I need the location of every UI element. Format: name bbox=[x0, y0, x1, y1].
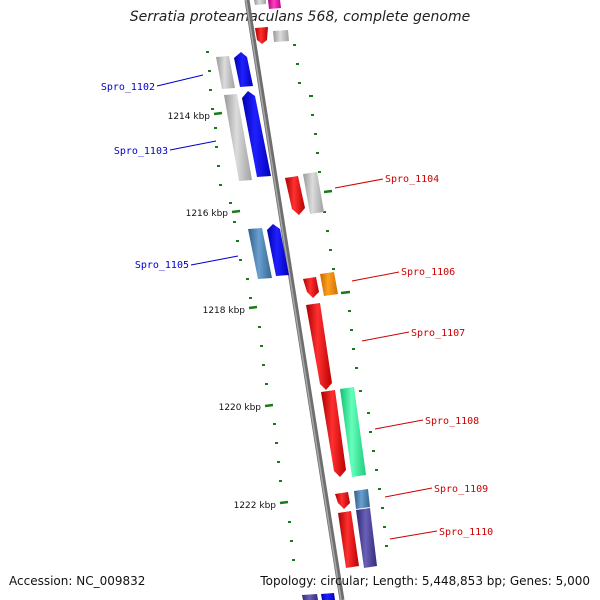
gene-feature-spro-1108 bbox=[340, 387, 366, 477]
kbp-label-1216: 1216 kbp bbox=[186, 209, 229, 219]
gene-feature-spro-1106-red bbox=[303, 277, 319, 298]
gene-feature-spro-1103 bbox=[242, 91, 271, 177]
gene-label-spro-1110[interactable]: Spro_1110 bbox=[439, 527, 493, 538]
gene-feature-spro-1110 bbox=[356, 508, 377, 568]
kbp-label-1222: 1222 kbp bbox=[234, 501, 277, 511]
gene-feature-spro-1106 bbox=[320, 272, 338, 296]
gene-feature-gray-2 bbox=[224, 94, 252, 181]
kbp-label-1214: 1214 kbp bbox=[168, 112, 211, 122]
kbp-label-1218: 1218 kbp bbox=[203, 306, 246, 316]
accession-text: Accession: NC_009832 bbox=[9, 574, 146, 588]
left-tick-track bbox=[206, 51, 295, 561]
gene-feature-top-gray bbox=[273, 30, 289, 42]
gene-feature-spro-1107 bbox=[306, 303, 332, 390]
gene-feature-spro-1105 bbox=[267, 224, 289, 276]
gene-feature-spro-1105-steel bbox=[248, 228, 272, 279]
gene-label-spro-1104[interactable]: Spro_1104 bbox=[385, 174, 439, 185]
gene-feature-spro-1108-red bbox=[321, 390, 346, 477]
genome-summary-text: Topology: circular; Length: 5,448,853 bp… bbox=[260, 574, 590, 588]
gene-label-spro-1105[interactable]: Spro_1105 bbox=[135, 260, 189, 271]
diagram-title: Serratia proteamaculans 568, complete ge… bbox=[129, 9, 471, 25]
gene-feature-bottom-blue bbox=[321, 593, 335, 600]
gene-label-spro-1108[interactable]: Spro_1108 bbox=[425, 416, 479, 427]
gene-label-spro-1107[interactable]: Spro_1107 bbox=[411, 328, 465, 339]
gene-label-spro-1102[interactable]: Spro_1102 bbox=[101, 82, 155, 93]
gene-feature-spro-1109 bbox=[354, 489, 370, 509]
gene-label-spro-1103[interactable]: Spro_1103 bbox=[114, 146, 168, 157]
gene-feature-spro-1104 bbox=[285, 176, 305, 215]
gene-label-spro-1106[interactable]: Spro_1106 bbox=[401, 267, 455, 278]
gene-label-spro-1109[interactable]: Spro_1109 bbox=[434, 484, 488, 495]
gene-feature-gray-1 bbox=[216, 56, 235, 89]
gene-feature-top-magenta bbox=[268, 0, 281, 9]
gene-feature-top-red bbox=[255, 27, 268, 44]
gene-feature-spro-1110-red bbox=[338, 511, 359, 568]
kbp-label-1220: 1220 kbp bbox=[219, 403, 262, 413]
gene-feature-spro-1109-red bbox=[335, 492, 350, 509]
gene-feature-bottom-purple bbox=[302, 594, 318, 600]
gene-feature-spro-1102 bbox=[234, 52, 253, 87]
genome-backbone bbox=[244, 0, 345, 600]
gene-feature-gray-3 bbox=[303, 172, 324, 214]
